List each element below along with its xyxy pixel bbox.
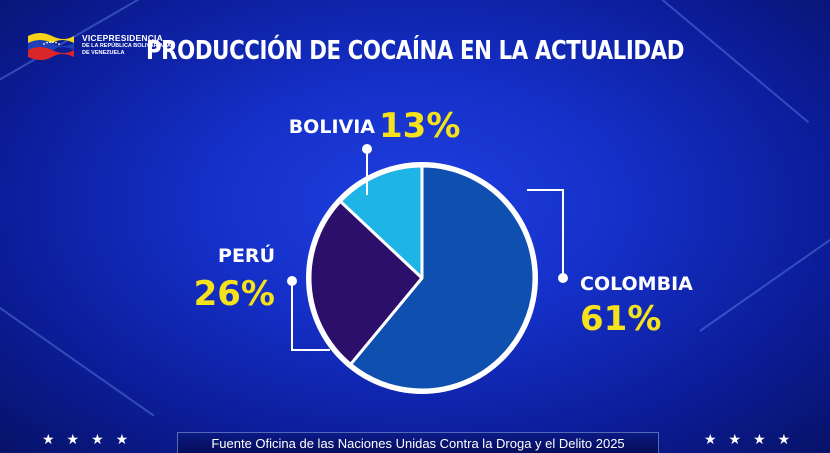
slice-label-perú: PERÚ [218,243,275,267]
slice-value-bolivia: 13% [379,106,460,146]
stars-left: ★★★★ [42,432,141,448]
logo-line-2: DE LA REPÚBLICA BOLIVARIANA [82,43,172,49]
leader-dot-bolivia [362,144,372,154]
source-box: Fuente Oficina de las Naciones Unidas Co… [177,432,659,453]
pie-slice-bolivia [338,164,424,280]
leader-line-colombia [527,189,564,278]
logo-line-3: DE VENEZUELA [82,50,125,56]
pie-slice-perú [308,199,424,366]
pie-slices [306,162,538,394]
leader-lines [287,144,568,351]
leader-dot-colombia [558,273,568,283]
pie-slice-colombia [349,164,536,392]
slice-label-bolivia: BOLIVIA [289,116,376,138]
source-text: Fuente Oficina de las Naciones Unidas Co… [211,436,625,451]
stars-right: ★★★★ [704,432,803,448]
vicepresidencia-logo: VICEPRESIDENCIA DE LA REPÚBLICA BOLIVARI… [26,28,171,62]
venezuela-flag-icon [28,33,74,60]
leader-dot-perú [287,276,297,286]
slice-labels: COLOMBIA 61% PERÚ 26% BOLIVIA 13% [194,106,694,339]
logo-line-1: VICEPRESIDENCIA [82,33,163,43]
chart-title: PRODUCCIÓN DE COCAÍNA EN LA ACTUALIDAD [145,36,685,66]
slice-value-colombia: 61% [580,299,661,339]
leader-line-perú [291,281,330,351]
slice-value-perú: 26% [194,274,275,314]
flag-stars [43,41,60,45]
slice-label-colombia: COLOMBIA [580,273,693,295]
